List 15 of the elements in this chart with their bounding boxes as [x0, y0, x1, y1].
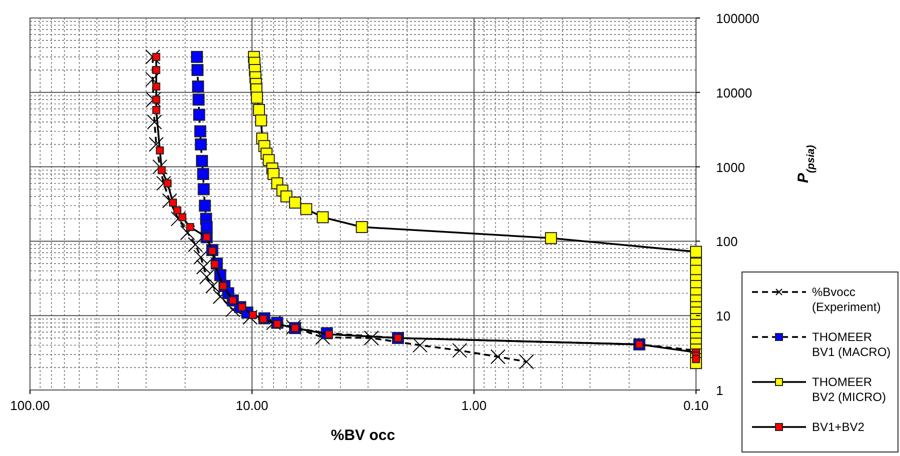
x-tick-label: 10.00: [236, 398, 268, 413]
x-tick-label: 0.10: [683, 398, 709, 413]
y-tick-label: 10000: [716, 85, 752, 100]
y-tick-label: 10: [716, 308, 730, 324]
legend-label: THOMEER BV1 (MACRO): [812, 330, 891, 359]
y-tick-label: 1000: [716, 160, 745, 175]
legend-label: THOMEER BV2 (MICRO): [812, 375, 886, 404]
y-tick-label: 1: [716, 383, 724, 398]
y-tick-label: 100000: [716, 11, 760, 26]
x-axis-title: %BV occ: [330, 427, 396, 444]
legend-label: %Bvocc (Experiment): [812, 285, 881, 314]
y-tick-label: 100: [716, 234, 738, 250]
x-tick-label: 1.00: [461, 398, 487, 413]
x-tick-label: 100.00: [10, 398, 50, 413]
legend-label: BV1+BV2: [812, 420, 865, 434]
